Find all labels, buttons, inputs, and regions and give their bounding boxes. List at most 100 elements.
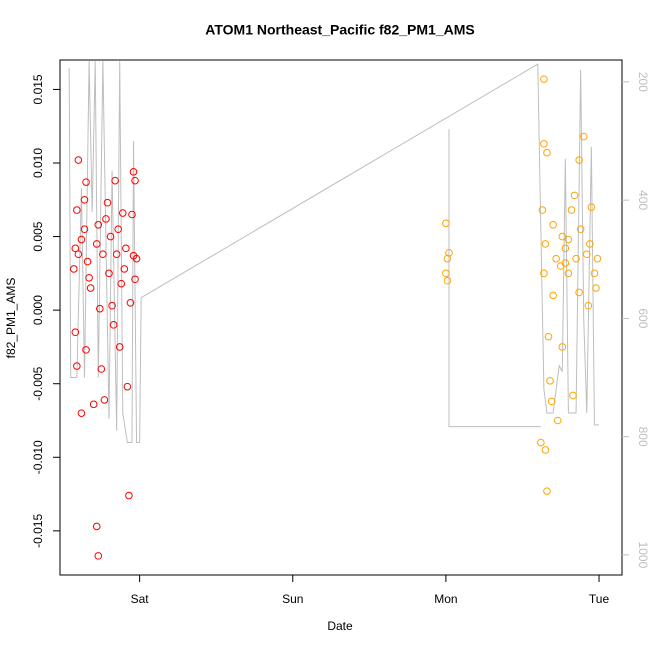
data-point	[120, 265, 129, 273]
data-point	[576, 225, 585, 234]
y2-tick-label: 200	[636, 72, 650, 92]
data-point	[77, 235, 86, 244]
data-point	[92, 240, 101, 248]
data-point	[83, 257, 92, 266]
y2-tick-label: 1000	[636, 542, 650, 569]
data-point	[540, 75, 548, 83]
x-tick-label: Mon	[434, 592, 457, 606]
y-tick-label: -0.005	[31, 366, 45, 400]
data-point	[82, 178, 90, 186]
data-point	[102, 215, 110, 223]
x-tick-label: Sat	[131, 592, 150, 606]
data-point	[111, 176, 119, 185]
data-point	[543, 148, 551, 157]
data-point	[100, 396, 109, 404]
data-point	[115, 343, 124, 351]
data-point	[89, 400, 98, 409]
data-point	[69, 265, 78, 273]
y-axis-label: f82_PM1_AMS	[4, 278, 18, 359]
x-axis-label: Date	[327, 619, 353, 633]
data-point	[97, 365, 106, 373]
data-point	[564, 269, 573, 278]
x-tick-label: Tue	[589, 592, 610, 606]
data-point	[445, 248, 453, 257]
data-point	[587, 203, 596, 211]
data-point	[443, 276, 452, 285]
data-point	[129, 168, 138, 176]
data-point	[558, 343, 567, 351]
data-point	[94, 552, 103, 560]
data-point	[122, 244, 130, 253]
data-point	[112, 250, 121, 259]
data-point	[442, 269, 450, 278]
data-point	[579, 132, 588, 141]
data-point	[582, 250, 591, 259]
y-tick-label: 0.005	[31, 221, 45, 251]
data-point	[553, 416, 562, 425]
data-point	[586, 240, 594, 248]
data-point	[544, 332, 553, 341]
data-point	[541, 446, 550, 454]
data-point	[103, 198, 112, 207]
y2-tick-label: 400	[636, 190, 650, 210]
data-point	[569, 391, 577, 400]
data-point	[108, 301, 116, 310]
data-point	[73, 206, 81, 214]
data-point	[575, 156, 583, 164]
data-point	[74, 156, 83, 164]
y-tick-label: 0.015	[31, 74, 45, 104]
series-line	[448, 129, 541, 428]
data-point	[558, 232, 567, 241]
data-point	[86, 284, 95, 292]
data-point	[564, 235, 573, 244]
data-point	[109, 321, 118, 329]
data-point	[117, 279, 126, 288]
data-point	[575, 288, 583, 297]
series-line	[68, 61, 600, 444]
plot-frame	[59, 59, 623, 576]
data-point	[99, 250, 107, 259]
data-point	[126, 298, 135, 307]
data-point	[549, 221, 557, 229]
x-tick-label: Sun	[282, 592, 303, 606]
data-point	[73, 362, 81, 370]
data-point	[552, 254, 560, 263]
data-point	[125, 491, 133, 500]
data-point	[590, 269, 599, 278]
data-point	[123, 382, 132, 391]
y2-tick-label: 800	[636, 427, 650, 447]
chart-title: ATOM1 Northeast_Pacific f82_PM1_AMS	[205, 22, 474, 38]
y-tick-label: 0.010	[31, 148, 45, 178]
data-point	[538, 206, 547, 214]
data-point	[118, 209, 127, 217]
data-point	[71, 244, 80, 253]
data-point	[92, 522, 101, 531]
data-point	[80, 195, 89, 204]
data-point	[593, 254, 602, 263]
data-point	[540, 269, 548, 278]
data-point	[549, 291, 557, 300]
data-point	[584, 301, 593, 310]
data-point	[85, 273, 93, 282]
data-point	[94, 221, 103, 229]
data-point	[96, 304, 104, 313]
data-point	[71, 328, 80, 337]
data-point	[442, 219, 450, 228]
y-tick-label: -0.015	[31, 514, 45, 548]
data-point	[546, 376, 554, 385]
data-point	[131, 275, 139, 284]
data-point	[74, 250, 83, 259]
data-point	[77, 409, 86, 417]
data-point	[131, 176, 139, 185]
y-tick-label: 0.000	[31, 295, 45, 325]
data-point	[114, 225, 122, 234]
data-point	[547, 397, 556, 406]
data-point	[132, 254, 141, 263]
data-point	[128, 210, 136, 219]
data-point	[561, 244, 570, 253]
plot-area	[68, 61, 602, 560]
data-point	[82, 346, 90, 354]
data-point	[592, 284, 600, 292]
data-point	[572, 254, 580, 263]
